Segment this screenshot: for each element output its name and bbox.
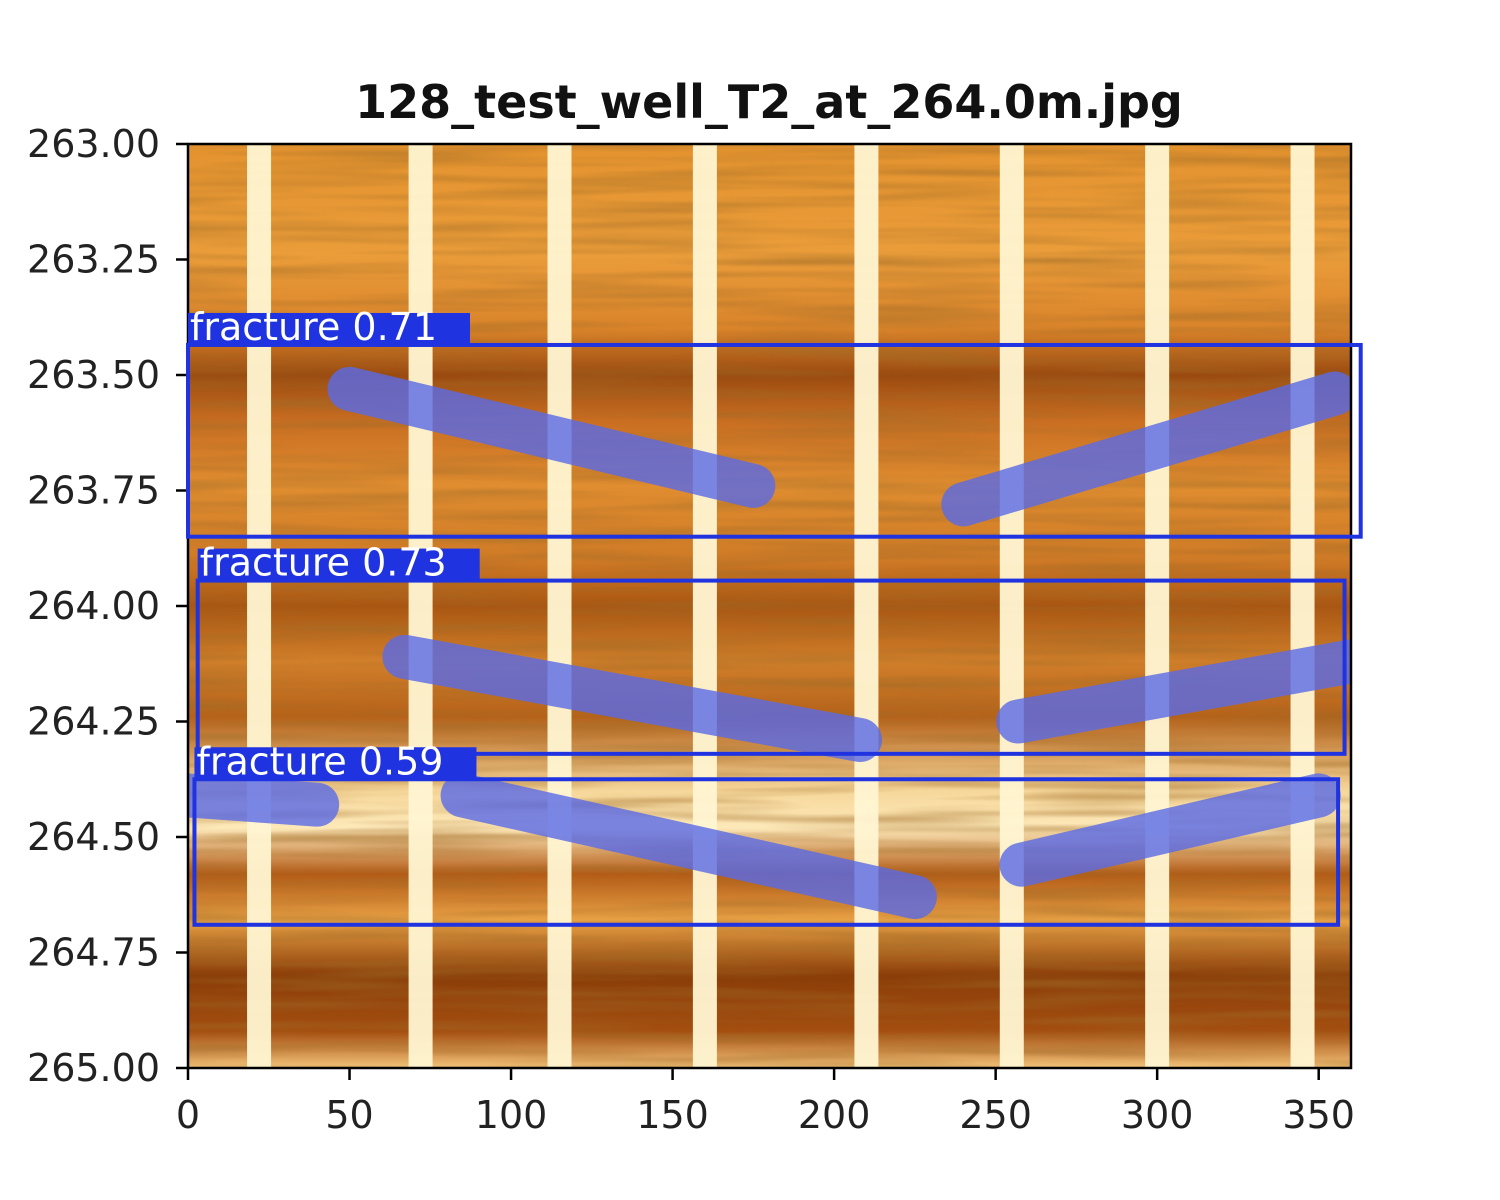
detection-label: fracture 0.73 (200, 541, 447, 585)
x-tick-label: 350 (1282, 1093, 1355, 1137)
pad-gaps (247, 144, 1315, 1068)
x-tick-label: 50 (325, 1093, 373, 1137)
x-tick-label: 100 (475, 1093, 548, 1137)
y-tick-label: 265.00 (27, 1046, 160, 1090)
y-tick-label: 264.75 (27, 931, 160, 975)
x-tick-label: 300 (1121, 1093, 1194, 1137)
detection-boxes: fracture 0.71 fracture 0.73 fracture 0.59 (186, 305, 1363, 927)
x-tick-label: 0 (176, 1093, 200, 1137)
fracture-mask-1 (941, 371, 1351, 527)
detection-box-1 (195, 578, 1347, 756)
fracture-mask-4 (188, 773, 340, 827)
y-tick-label: 264.00 (27, 584, 160, 628)
detection-box-0 (186, 342, 1363, 539)
x-tick-label: 150 (636, 1093, 709, 1137)
pad-gap-1 (408, 144, 433, 1068)
pad-gap-0 (247, 144, 272, 1068)
detection-label-bg (188, 312, 470, 345)
x-tick-label: 250 (959, 1093, 1032, 1137)
y-tick-label: 263.25 (27, 238, 160, 282)
fracture-mask-3 (996, 639, 1351, 744)
y-tick-label: 263.75 (27, 469, 160, 513)
pad-gap-2 (547, 144, 572, 1068)
fracture-mask-5 (440, 773, 937, 920)
detection-label-bg (194, 747, 477, 780)
fracture-masks (188, 366, 1351, 920)
fracture-mask-6 (999, 773, 1341, 887)
x-axis: 0 50 100 150 200 250 300 350 (176, 1068, 1355, 1137)
pad-gap-5 (999, 144, 1024, 1068)
borehole-image (188, 144, 1351, 1068)
y-tick-label: 264.25 (27, 700, 160, 744)
detection-label: fracture 0.71 (190, 305, 437, 349)
detection-label-bg (197, 548, 480, 581)
y-tick-label: 263.50 (27, 353, 160, 397)
y-tick-label: 264.50 (27, 815, 160, 859)
detection-box-2 (192, 777, 1341, 927)
x-tick-label: 200 (798, 1093, 871, 1137)
y-tick-label: 263.00 (27, 122, 160, 166)
y-axis: 263.00 263.25 263.50 263.75 264.00 264.25 264.… (27, 122, 188, 1090)
chart-title: 128_test_well_T2_at_264.0m.jpg (355, 75, 1183, 129)
pad-gap-7 (1290, 144, 1315, 1068)
detection-label: fracture 0.59 (196, 739, 443, 783)
fracture-mask-0 (327, 366, 776, 508)
fracture-mask-2 (382, 634, 882, 762)
pad-gap-6 (1145, 144, 1170, 1068)
pad-gap-4 (854, 144, 879, 1068)
pad-gap-3 (692, 144, 717, 1068)
